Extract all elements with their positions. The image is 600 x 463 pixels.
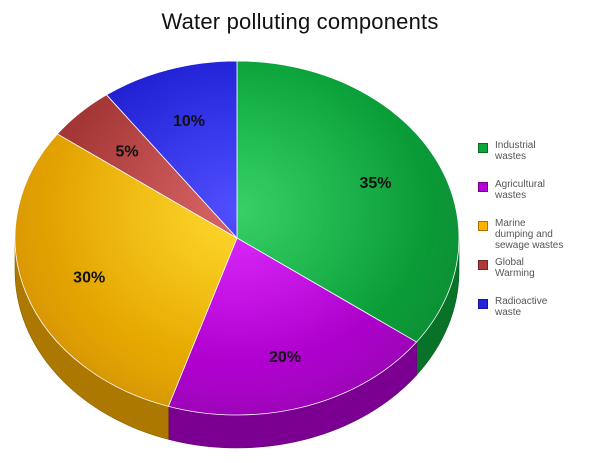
legend-item-marine: Marine dumping and sewage wastes [478, 218, 596, 257]
legend-label: Global Warming [495, 257, 535, 279]
data-label-radioactive: 10% [173, 113, 205, 130]
legend-label: Marine dumping and sewage wastes [495, 218, 564, 251]
legend-swatch [478, 182, 488, 192]
legend-item-radioactive: Radioactive waste [478, 296, 596, 335]
pie-data-labels: 35% 20% 30% 5% 10% [73, 113, 391, 366]
legend: Industrial wastes Agricultural wastes Mari… [478, 140, 596, 335]
legend-item-agricultural: Agricultural wastes [478, 179, 596, 218]
pie-slices [14, 60, 460, 416]
legend-item-industrial: Industrial wastes [478, 140, 596, 179]
legend-swatch [478, 143, 488, 153]
data-label-marine: 30% [73, 269, 105, 286]
legend-label: Agricultural wastes [495, 179, 546, 201]
data-label-global-warming: 5% [116, 143, 139, 160]
legend-swatch [478, 299, 488, 309]
data-label-agricultural: 20% [269, 349, 301, 366]
legend-item-global-warming: Global Warming [478, 257, 596, 296]
legend-label: Radioactive waste [495, 296, 548, 318]
legend-label: Industrial wastes [495, 140, 536, 162]
chart-title: Water polluting components [161, 9, 439, 34]
data-label-industrial: 35% [359, 175, 391, 192]
legend-swatch [478, 260, 488, 270]
legend-swatch [478, 221, 488, 231]
